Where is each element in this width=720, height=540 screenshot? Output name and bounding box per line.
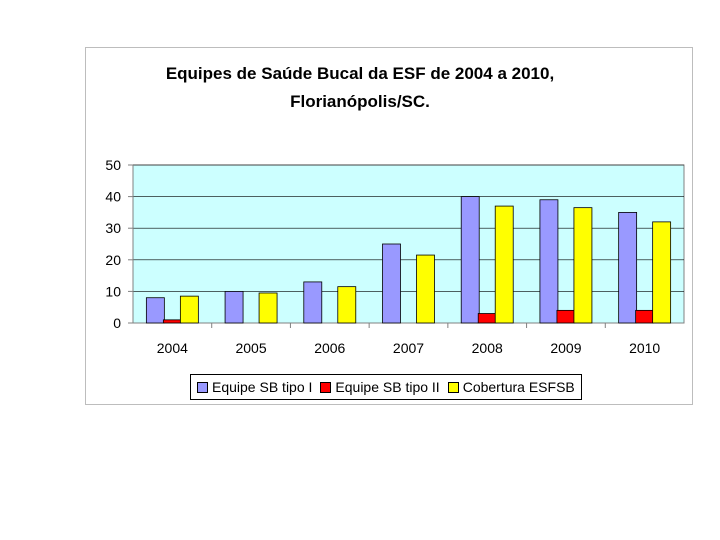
x-tick-label: 2004 [157,340,188,356]
bar [416,254,435,324]
bar [337,286,357,324]
bar [303,281,323,324]
legend-swatch-tipo-i [197,381,208,393]
legend-label-tipo-ii: Equipe SB tipo II [335,379,440,395]
legend-item-cobertura: Cobertura ESFSB [447,379,575,395]
x-tick-label: 2006 [314,340,345,356]
bar [494,205,514,324]
bar [258,292,278,324]
y-tick-label: 30 [105,220,121,236]
x-tick-label: 2008 [472,340,503,356]
y-tick-label: 40 [105,189,121,205]
bar [162,319,182,324]
bar [635,309,655,324]
x-tick-label: 2010 [629,340,660,356]
bar [556,309,576,324]
bar [145,297,165,324]
bar [460,196,480,324]
x-tick-label: 2007 [393,340,424,356]
y-tick-label: 0 [113,315,121,331]
bar [618,211,638,324]
legend-swatch-cobertura [447,381,459,393]
bar [652,221,672,324]
legend-swatch-tipo-ii [320,381,332,393]
bar [382,243,401,324]
x-tick-label: 2005 [235,340,266,356]
x-tick-label: 2009 [550,340,581,356]
chart-title-line2: Florianópolis/SC. [290,92,430,111]
y-tick-label: 10 [105,283,121,299]
bar [224,290,244,324]
bar [179,295,199,324]
chart-legend: Equipe SB tipo I Equipe SB tipo II Cober… [190,374,582,400]
y-tick-label: 20 [105,252,121,268]
chart-title: Equipes de Saúde Bucal da ESF de 2004 a … [0,60,720,116]
chart-title-line1: Equipes de Saúde Bucal da ESF de 2004 a … [165,64,555,83]
legend-item-tipo-ii: Equipe SB tipo II [320,379,440,395]
plot-area [132,164,685,324]
legend-label-cobertura: Cobertura ESFSB [462,379,575,395]
bar [573,207,593,324]
bar [539,199,559,324]
legend-label-tipo-i: Equipe SB tipo I [212,379,313,395]
legend-item-tipo-i: Equipe SB tipo I [197,379,312,395]
bar [477,313,497,324]
y-tick-label: 50 [105,157,121,173]
